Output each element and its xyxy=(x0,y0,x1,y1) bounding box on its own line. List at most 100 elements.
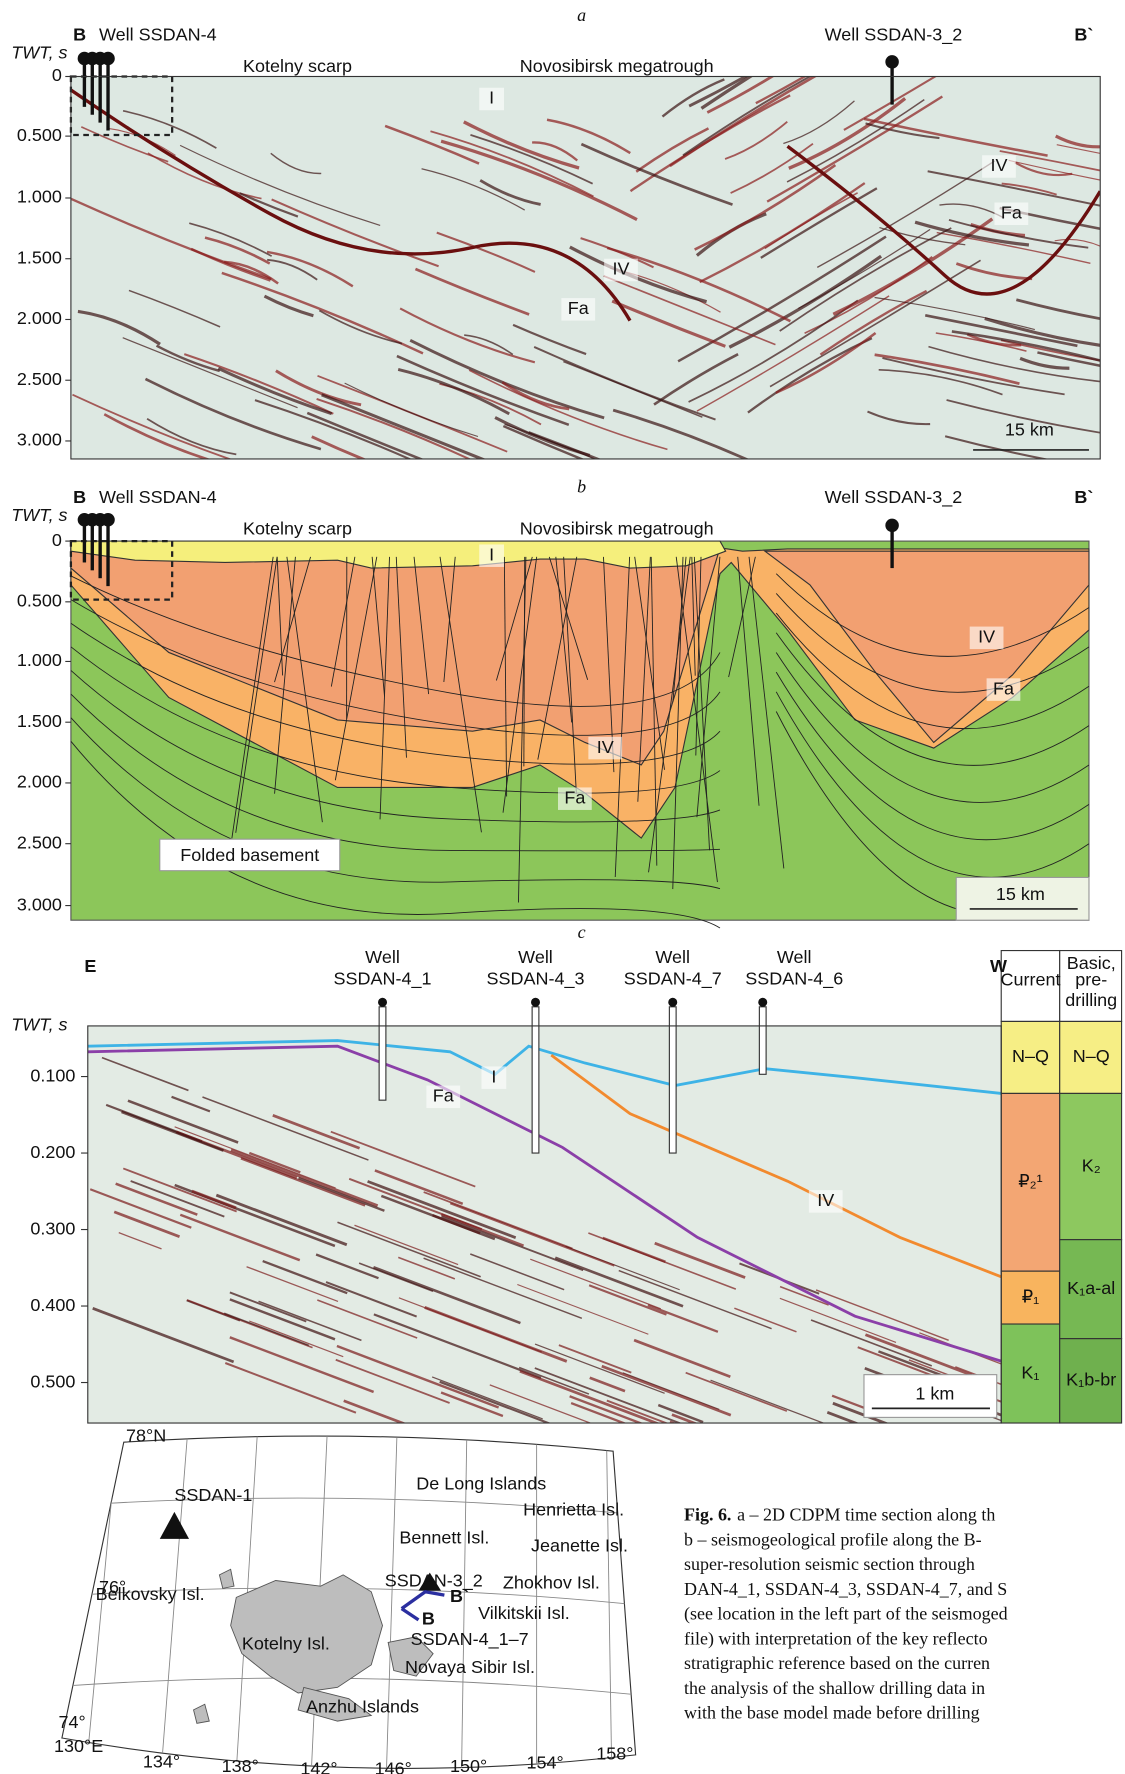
profile-end: E xyxy=(84,956,96,976)
profile-end: B xyxy=(73,487,86,507)
y-tick-label: 1.000 xyxy=(17,650,62,670)
caption-line: super-resolution seismic section through xyxy=(684,1554,975,1574)
caption-fig: Fig. 6. xyxy=(684,1505,731,1525)
horizon-label: I xyxy=(491,1066,496,1086)
well-head xyxy=(885,519,898,532)
reflector xyxy=(637,1473,689,1493)
well-label: Well SSDAN-4 xyxy=(99,25,217,45)
reflector xyxy=(951,1439,1010,1461)
place-label: SSDAN-4_1–7 xyxy=(411,1629,529,1650)
unit-label: ₽₁ xyxy=(1022,1286,1040,1306)
scale-label: 15 km xyxy=(1005,420,1054,440)
feature-label: Novosibirsk megatrough xyxy=(520,519,714,539)
y-tick-label: 0 xyxy=(52,530,62,550)
unit-label: ₽₂¹ xyxy=(1018,1171,1042,1191)
horizon-label: IV xyxy=(978,627,995,647)
caption-line: stratigraphic reference based on the cur… xyxy=(684,1653,990,1673)
reflector xyxy=(888,1455,1031,1509)
well-bore xyxy=(379,1007,386,1100)
axis-label: TWT, s xyxy=(11,43,67,63)
place-label: Henrietta Isl. xyxy=(523,1500,624,1520)
axis-label: TWT, s xyxy=(11,505,67,525)
well-head xyxy=(668,998,677,1007)
y-tick-label: 0.400 xyxy=(30,1295,75,1315)
reflector xyxy=(821,1435,976,1494)
well-label: SSDAN-4_6 xyxy=(745,969,843,990)
scale-label: 1 km xyxy=(915,1384,954,1404)
profile-end: B` xyxy=(1074,487,1093,507)
well-head xyxy=(758,998,767,1007)
profile-end: B` xyxy=(1074,25,1093,45)
place-label: Bennett Isl. xyxy=(399,1528,489,1548)
well-label: Well xyxy=(518,947,553,967)
lat-label: 74° xyxy=(59,1712,86,1732)
horizon-label: Fa xyxy=(1001,202,1022,222)
horizon-label: IV xyxy=(817,1190,834,1210)
well-head xyxy=(101,513,114,526)
reflector xyxy=(638,1474,686,1492)
place-label: Vilkitskii Isl. xyxy=(478,1603,570,1623)
well-bore xyxy=(532,1007,539,1153)
column-header: pre- xyxy=(1075,970,1107,990)
horizon-label: I xyxy=(489,544,494,564)
well-head xyxy=(531,998,540,1007)
place-label: Jeanette Isl. xyxy=(531,1536,628,1556)
reflector xyxy=(658,1465,705,1483)
place-label: B` xyxy=(450,1586,469,1606)
y-tick-label: 2.500 xyxy=(17,832,62,852)
horizon-label: Fa xyxy=(564,787,585,807)
well-bore xyxy=(669,1007,676,1153)
well-label: Well xyxy=(365,947,400,967)
strat-columns: CurrentBasic,pre-drillingN–Q₽₂¹₽₁K₁N–QK₂… xyxy=(1000,951,1121,1423)
well-label: SSDAN-4_3 xyxy=(487,969,585,990)
caption-line: b – seismogeological profile along the B… xyxy=(684,1529,982,1549)
y-tick-label: 2.000 xyxy=(17,308,62,328)
y-tick-label: 2.000 xyxy=(17,772,62,792)
panel-label: b xyxy=(577,476,586,496)
lat-label: 76° xyxy=(99,1577,126,1597)
y-tick-label: 0.100 xyxy=(30,1065,75,1085)
unit-label: K₂ xyxy=(1082,1155,1101,1175)
well-label: Well xyxy=(777,947,812,967)
basement-label: Folded basement xyxy=(180,845,319,865)
lon-label: 142° xyxy=(300,1758,337,1774)
y-tick-label: 3.000 xyxy=(17,430,62,450)
place-label: B xyxy=(422,1609,435,1629)
well-head xyxy=(885,55,898,68)
y-tick-label: 0.500 xyxy=(17,591,62,611)
lon-label: 158° xyxy=(596,1744,633,1764)
reflector xyxy=(988,1629,1048,1652)
horizon-label: Fa xyxy=(433,1086,454,1106)
caption-text: a – 2D CDPM time section along th xyxy=(737,1505,995,1525)
well-head xyxy=(378,998,387,1007)
reflector xyxy=(971,1438,1027,1459)
place-label: Anzhu Islands xyxy=(306,1696,419,1716)
y-tick-label: 0.500 xyxy=(30,1371,75,1391)
lon-label: 154° xyxy=(527,1753,564,1773)
column-header: Current xyxy=(1000,970,1060,990)
lon-label: 150° xyxy=(450,1756,487,1774)
y-tick-label: 3.000 xyxy=(17,894,62,914)
reflector xyxy=(622,1450,683,1473)
place-label: Zhokhov Isl. xyxy=(503,1573,600,1593)
unit-label: N–Q xyxy=(1012,1046,1049,1066)
y-tick-label: 2.500 xyxy=(17,369,62,389)
caption-line: the analysis of the shallow drilling dat… xyxy=(684,1678,985,1698)
panel-label: a xyxy=(577,5,586,25)
profile-end: W xyxy=(990,956,1007,976)
reflector xyxy=(670,1422,786,1466)
place-label: SSDAN-1 xyxy=(174,1485,252,1505)
well-label: SSDAN-4_7 xyxy=(624,969,722,990)
well-label: Well SSDAN-4 xyxy=(99,487,217,507)
figure-page: CurrentBasic,pre-drillingN–Q₽₂¹₽₁K₁N–QK₂… xyxy=(0,0,1125,1774)
caption-line: file) with interpretation of the key ref… xyxy=(684,1628,988,1649)
axis-label: TWT, s xyxy=(11,1015,67,1035)
unit-label: K₁a-al xyxy=(1067,1278,1115,1298)
lon-label: 138° xyxy=(222,1756,259,1774)
y-tick-label: 1.000 xyxy=(17,187,62,207)
horizon-label: IV xyxy=(990,155,1007,175)
feature-label: Kotelny scarp xyxy=(243,519,352,539)
y-tick-label: 1.500 xyxy=(17,247,62,267)
reflector xyxy=(547,1425,605,1447)
feature-label: Kotelny scarp xyxy=(243,56,352,76)
